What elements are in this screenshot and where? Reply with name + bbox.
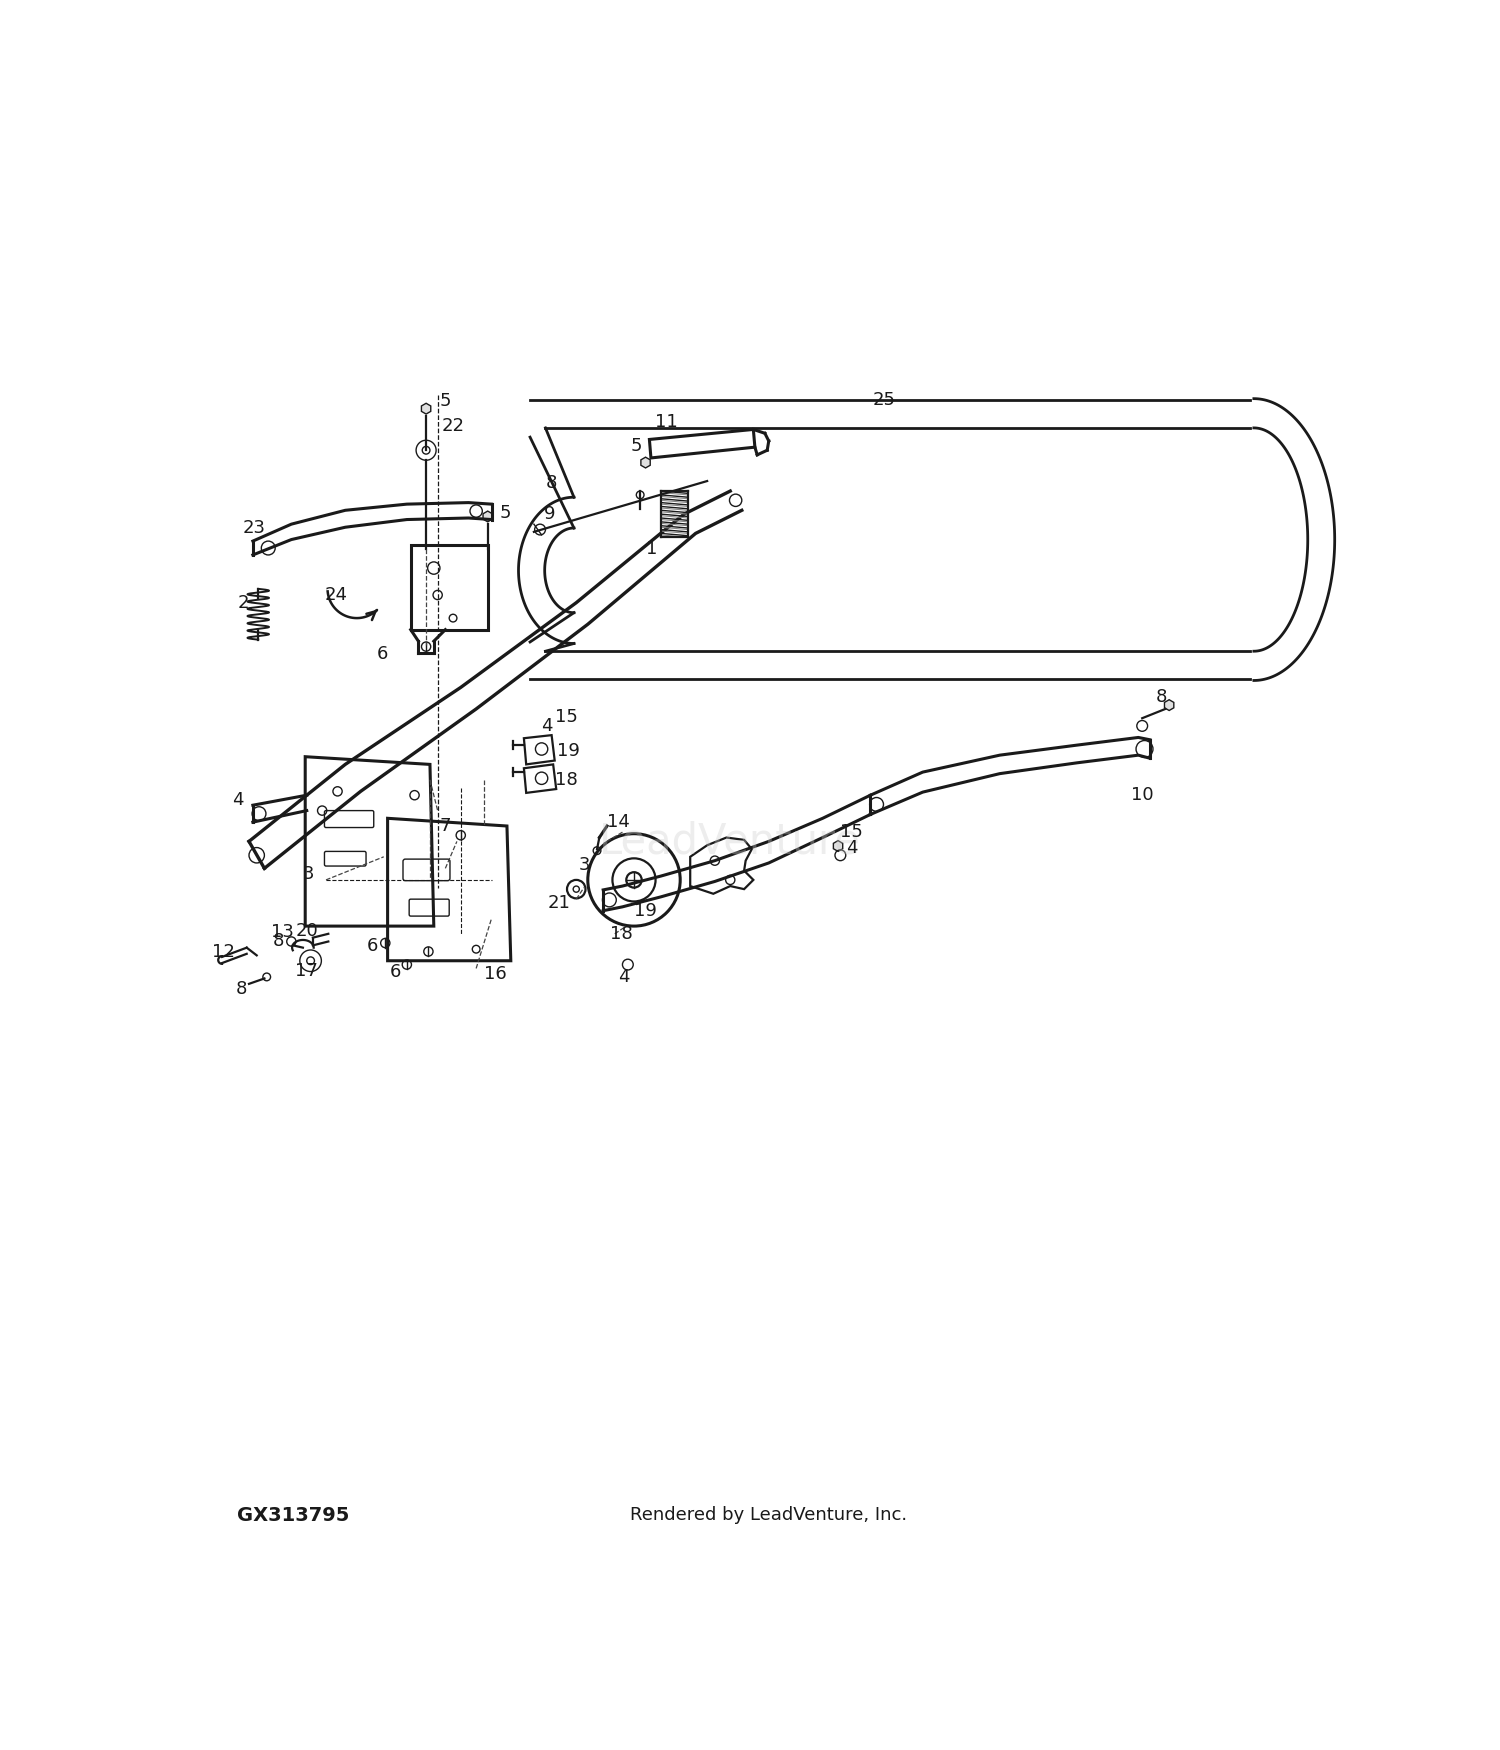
Text: LeadVenture: LeadVenture [600,821,861,863]
Text: 16: 16 [484,964,507,984]
Text: 8: 8 [546,474,558,492]
Text: 19: 19 [556,742,580,760]
Text: 8: 8 [273,933,284,950]
Text: 6: 6 [376,646,388,663]
Text: 18: 18 [555,770,578,789]
Text: 7: 7 [440,817,452,835]
Text: 13: 13 [270,924,294,942]
Polygon shape [422,402,430,415]
Text: 18: 18 [609,924,633,943]
Text: 14: 14 [608,814,630,831]
Polygon shape [483,511,492,522]
Text: 20: 20 [296,922,318,940]
Text: 24: 24 [324,586,348,604]
Text: 22: 22 [441,416,465,434]
Text: 15: 15 [555,707,578,726]
Text: 10: 10 [1131,786,1154,805]
Text: 4: 4 [231,791,243,808]
Text: 4: 4 [618,968,630,985]
Text: 2: 2 [238,593,249,612]
Text: 4: 4 [542,718,552,735]
Text: 11: 11 [656,413,678,430]
Text: 8: 8 [1156,688,1167,707]
Polygon shape [1164,700,1174,710]
Text: 4: 4 [846,838,858,856]
Text: 23: 23 [243,520,266,537]
Text: 6: 6 [390,963,400,982]
Text: 21: 21 [548,894,570,912]
Text: Rendered by LeadVenture, Inc.: Rendered by LeadVenture, Inc. [630,1507,908,1524]
Text: 5: 5 [500,504,512,522]
Text: 3: 3 [303,864,313,882]
Text: 3: 3 [578,856,590,873]
Polygon shape [834,840,843,852]
Text: 15: 15 [840,822,864,842]
Text: 9: 9 [543,506,555,523]
Text: 12: 12 [211,943,236,961]
Text: 25: 25 [873,392,895,410]
Text: GX313795: GX313795 [237,1505,350,1524]
Polygon shape [640,457,650,467]
Text: 8: 8 [236,980,248,997]
Text: 5: 5 [630,438,642,455]
Text: 5: 5 [440,392,452,410]
Text: 19: 19 [634,901,657,920]
Text: 6: 6 [366,936,378,956]
Text: 17: 17 [296,963,318,980]
Text: 1: 1 [646,539,657,558]
